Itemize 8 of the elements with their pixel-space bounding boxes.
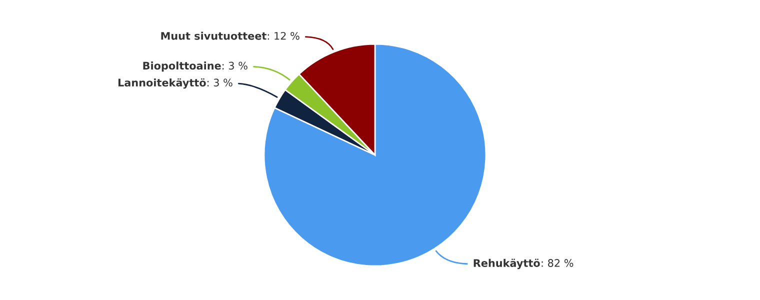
data-label: : 3 % <box>208 78 232 87</box>
slice-label: Biopolttoaine <box>143 62 221 72</box>
data-label: : 3 % <box>222 62 248 70</box>
slice-label: Muut sivutuotteet <box>161 32 266 40</box>
data-label: : 12 % <box>268 32 300 40</box>
slice-label: Lannoitekäyttö <box>118 78 206 89</box>
slice-label: Rehukäyttö <box>474 258 540 270</box>
data-label: : 82 % <box>542 259 574 267</box>
